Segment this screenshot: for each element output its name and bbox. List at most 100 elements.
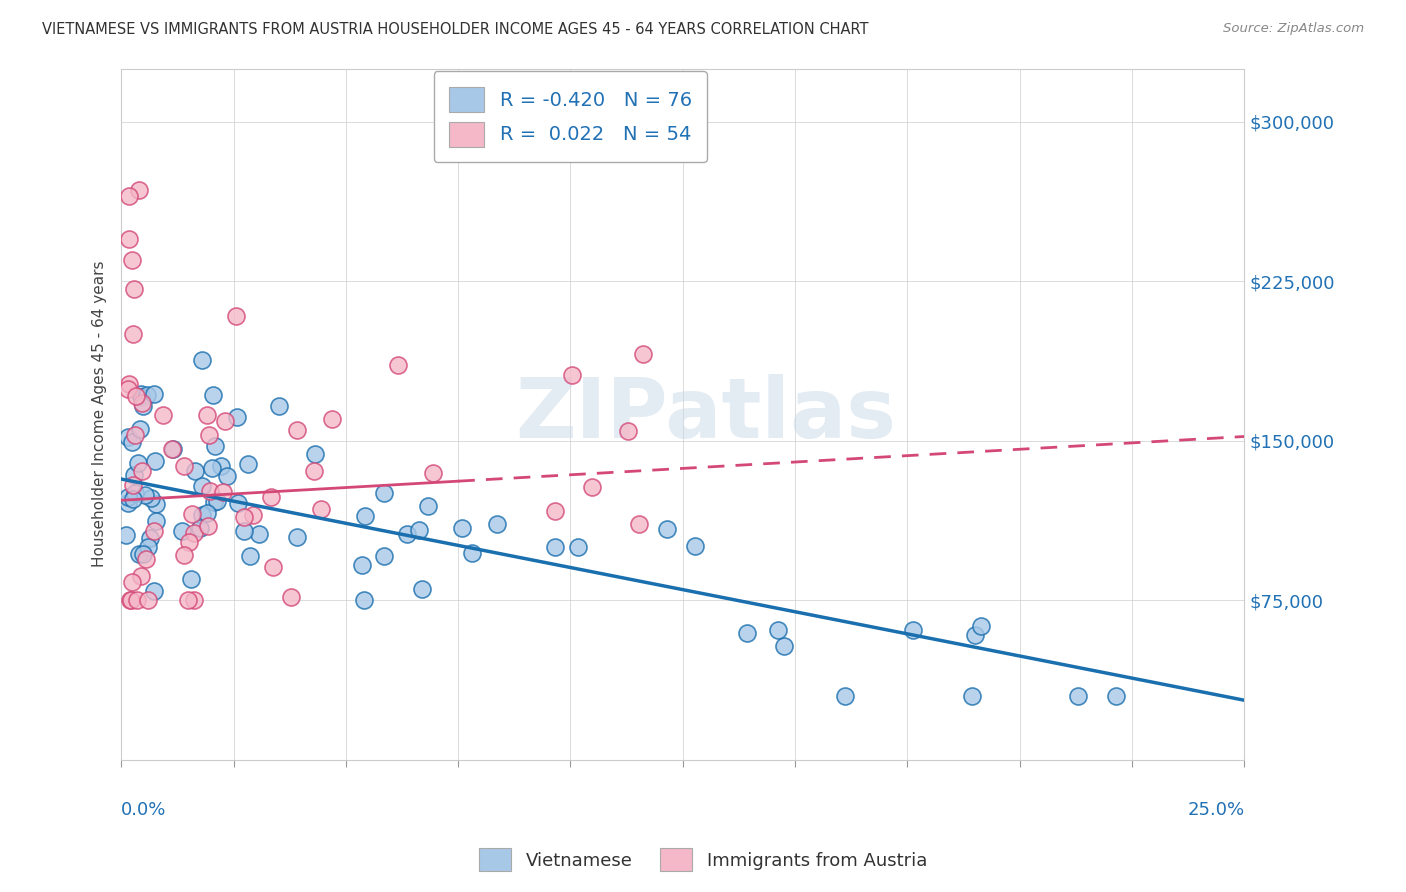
- Point: [225, 409, 247, 424]
- Point: [233, 524, 256, 538]
- Point: [201, 388, 224, 402]
- Point: [226, 496, 249, 510]
- Point: [285, 423, 308, 437]
- Point: [131, 387, 153, 401]
- Point: [143, 584, 166, 599]
- Point: [247, 527, 270, 541]
- Point: [567, 541, 589, 555]
- Point: [122, 492, 145, 507]
- Point: [138, 540, 160, 554]
- Point: [766, 623, 789, 637]
- Point: [418, 499, 440, 513]
- Point: [136, 593, 159, 607]
- Point: [143, 454, 166, 468]
- Point: [162, 442, 184, 456]
- Point: [214, 414, 236, 428]
- Point: [969, 619, 991, 633]
- Point: [200, 484, 222, 499]
- Point: [143, 387, 166, 401]
- Point: [353, 509, 375, 524]
- Point: [188, 521, 211, 535]
- Point: [131, 464, 153, 478]
- Text: 25.0%: 25.0%: [1187, 801, 1244, 819]
- Legend: R = -0.420   N = 76, R =  0.022   N = 54: R = -0.420 N = 76, R = 0.022 N = 54: [433, 71, 707, 162]
- Point: [239, 549, 262, 563]
- Text: ZIPatlas: ZIPatlas: [515, 374, 896, 455]
- Point: [233, 509, 256, 524]
- Point: [121, 477, 143, 491]
- Point: [285, 530, 308, 544]
- Point: [280, 590, 302, 604]
- Point: [561, 368, 583, 383]
- Point: [460, 545, 482, 559]
- Point: [122, 282, 145, 296]
- Point: [125, 389, 148, 403]
- Point: [242, 508, 264, 523]
- Point: [965, 628, 987, 642]
- Point: [115, 528, 138, 542]
- Point: [198, 427, 221, 442]
- Point: [121, 327, 143, 342]
- Point: [1105, 689, 1128, 703]
- Point: [422, 466, 444, 480]
- Point: [131, 390, 153, 404]
- Point: [117, 429, 139, 443]
- Point: [631, 347, 654, 361]
- Point: [215, 469, 238, 483]
- Point: [124, 427, 146, 442]
- Point: [170, 524, 193, 538]
- Point: [628, 516, 651, 531]
- Point: [128, 183, 150, 197]
- Point: [117, 189, 139, 203]
- Point: [139, 491, 162, 505]
- Point: [127, 456, 149, 470]
- Point: [373, 486, 395, 500]
- Point: [128, 547, 150, 561]
- Point: [260, 490, 283, 504]
- Point: [773, 640, 796, 654]
- Point: [152, 408, 174, 422]
- Point: [191, 478, 214, 492]
- Point: [118, 232, 141, 246]
- Point: [127, 593, 149, 607]
- Point: [197, 519, 219, 533]
- Point: [184, 464, 207, 478]
- Point: [180, 572, 202, 586]
- Point: [373, 549, 395, 564]
- Point: [118, 376, 141, 391]
- Point: [162, 442, 184, 457]
- Point: [486, 516, 509, 531]
- Point: [124, 486, 146, 500]
- Legend: Vietnamese, Immigrants from Austria: Vietnamese, Immigrants from Austria: [471, 841, 935, 879]
- Text: 0.0%: 0.0%: [121, 801, 166, 819]
- Point: [450, 521, 472, 535]
- Point: [1067, 689, 1090, 703]
- Point: [225, 309, 247, 323]
- Point: [180, 507, 202, 521]
- Text: VIETNAMESE VS IMMIGRANTS FROM AUSTRIA HOUSEHOLDER INCOME AGES 45 - 64 YEARS CORR: VIETNAMESE VS IMMIGRANTS FROM AUSTRIA HO…: [42, 22, 869, 37]
- Point: [267, 399, 290, 413]
- Point: [617, 424, 640, 438]
- Point: [117, 490, 139, 504]
- Point: [262, 560, 284, 574]
- Point: [353, 593, 375, 607]
- Point: [960, 689, 983, 703]
- Point: [173, 459, 195, 474]
- Point: [121, 575, 143, 590]
- Point: [129, 568, 152, 582]
- Point: [122, 468, 145, 483]
- Point: [120, 593, 142, 607]
- Point: [195, 506, 218, 520]
- Point: [190, 508, 212, 523]
- Point: [136, 387, 159, 401]
- Point: [311, 501, 333, 516]
- Point: [543, 504, 565, 518]
- Text: Source: ZipAtlas.com: Source: ZipAtlas.com: [1223, 22, 1364, 36]
- Y-axis label: Householder Income Ages 45 - 64 years: Householder Income Ages 45 - 64 years: [93, 261, 107, 567]
- Point: [543, 541, 565, 555]
- Point: [117, 496, 139, 510]
- Point: [387, 358, 409, 372]
- Point: [173, 549, 195, 563]
- Point: [408, 523, 430, 537]
- Point: [655, 522, 678, 536]
